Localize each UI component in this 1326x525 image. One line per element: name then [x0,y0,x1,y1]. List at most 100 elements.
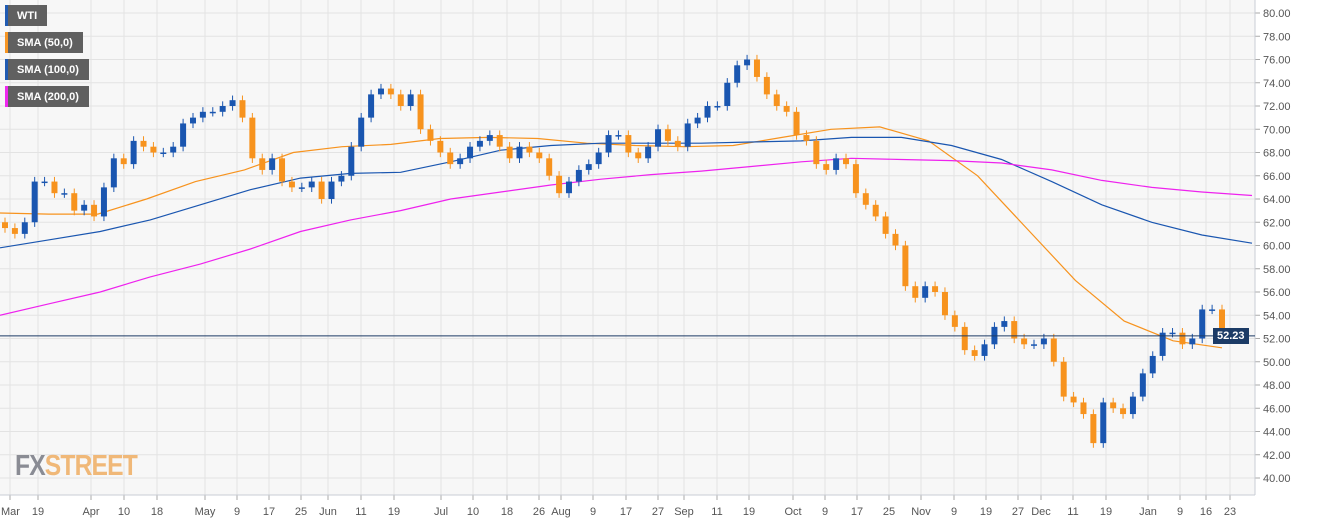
y-tick-label: 46.00 [1263,403,1291,415]
candle-body [763,76,770,95]
candle-body [556,175,563,194]
candle-body [1090,414,1097,444]
y-tick-label: 58.00 [1263,264,1291,276]
candle-body [110,158,117,188]
candle-body [902,245,909,287]
candle-body [1070,396,1077,403]
y-tick-label: 48.00 [1263,380,1291,392]
x-tick-label: 17 [263,506,275,518]
y-tick-label: 64.00 [1263,194,1291,206]
candle-body [922,286,929,298]
x-tick-label: 19 [980,506,992,518]
candle-body [269,158,276,170]
candle-body [1040,338,1047,345]
y-tick-label: 74.00 [1263,78,1291,90]
candle-body [298,187,305,189]
sma-line-200-0 [0,157,1253,316]
x-tick-label: Jun [319,506,337,518]
legend-item-sma50[interactable]: SMA (50,0) [5,32,83,53]
candle-body [1120,408,1127,415]
legend-item-sma200[interactable]: SMA (200,0) [5,86,89,107]
candle-body [1050,338,1057,362]
x-tick-label: 25 [883,506,895,518]
candle-body [180,123,187,147]
candle-body [407,94,414,106]
candle-body [2,222,8,229]
x-tick-label: Dec [1031,506,1051,518]
candle-body [1169,332,1176,335]
candle-body [645,146,652,159]
candle-body [843,158,850,165]
x-tick-label: 19 [388,506,400,518]
candle-body [120,158,127,165]
candle-body [684,123,691,147]
legend-swatch [5,59,8,80]
x-tick-label: Mar [1,506,20,518]
candle-body [813,140,820,165]
y-tick-label: 44.00 [1263,427,1291,439]
plot-area [0,0,1255,495]
candle-body [11,228,18,234]
x-tick-label: May [195,506,216,518]
candle-body [41,181,48,184]
logo-fx: FX [15,450,46,482]
x-tick-label: 18 [151,506,163,518]
candle-body [279,158,286,182]
candle-body [941,292,948,316]
candle-body [1139,373,1146,397]
candle-body [249,117,256,159]
legend-item-sma100[interactable]: SMA (100,0) [5,59,89,80]
candle-body [734,65,741,83]
candle-body [1159,332,1166,356]
x-tick-label: 19 [1100,506,1112,518]
candle-body [823,164,830,170]
legend: WTI SMA (50,0) SMA (100,0) SMA (200,0) [5,5,89,113]
candle-body [259,158,266,170]
candle-body [61,193,68,195]
candle-body [744,59,751,66]
candle-body [377,88,384,95]
x-tick-label: 9 [822,506,828,518]
candle-body [724,82,731,106]
candle-body [229,100,236,106]
legend-label: SMA (200,0) [17,90,79,103]
x-tick-label: 27 [652,506,664,518]
x-tick-label: Aug [551,506,571,518]
y-tick-label: 50.00 [1263,357,1291,369]
candle-body [486,135,493,141]
candle-body [130,140,137,165]
x-tick-label: 11 [355,506,366,518]
x-tick-label: 9 [1177,506,1183,518]
y-tick-label: 62.00 [1263,217,1291,229]
candle-body [971,350,978,356]
y-tick-label: 78.00 [1263,31,1291,43]
legend-item-wti[interactable]: WTI [5,5,48,26]
y-tick-label: 68.00 [1263,148,1291,160]
candle-body [427,129,434,141]
candle-body [1189,338,1196,345]
candle-body [397,94,404,106]
candle-body [1031,344,1038,346]
candle-body [199,111,206,118]
candle-body [1001,321,1008,327]
legend-label: SMA (100,0) [17,63,79,76]
fxstreet-logo: FXSTREET [15,450,138,483]
x-tick-label: Oct [784,506,801,518]
x-tick-label: 9 [590,506,596,518]
y-tick-label: 76.00 [1263,55,1291,67]
current-price-tag: 52.23 [1213,328,1249,344]
candle-body [862,193,869,205]
candle-body [1149,355,1156,374]
candle-body [1129,396,1136,415]
x-tick-label: Jan [1139,506,1157,518]
candle-body [536,152,543,159]
candle-body [417,94,424,130]
candle-body [932,286,939,292]
candle-body [516,146,523,159]
candle-body [1219,309,1225,337]
y-tick-label: 54.00 [1263,310,1291,322]
candle-body [1080,402,1087,415]
candle-body [318,181,325,199]
